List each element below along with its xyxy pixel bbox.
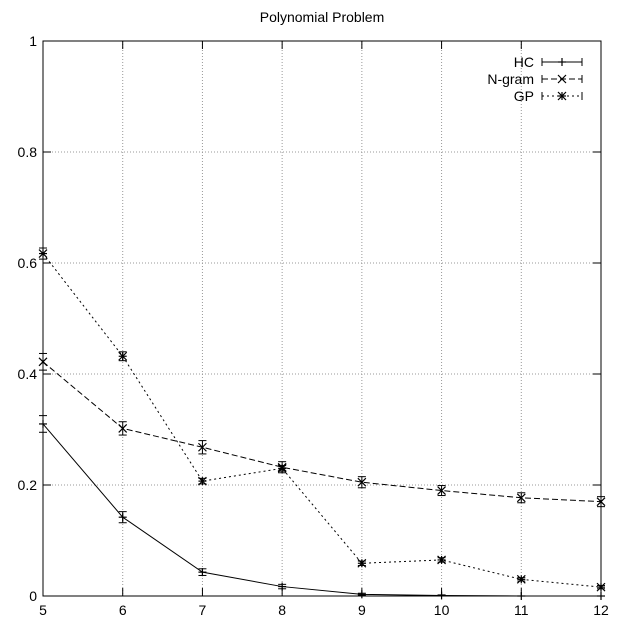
y-tick-label: 0 bbox=[29, 588, 37, 604]
data-point bbox=[357, 590, 366, 599]
data-point bbox=[198, 476, 207, 486]
x-tick-label: 11 bbox=[514, 602, 529, 618]
marker-stroke bbox=[38, 357, 48, 367]
marker-stroke bbox=[38, 249, 48, 258]
plot-axes: 5 6 7 8 9 10 11 12 0 0.2 0.4 0.6 0.8 1 bbox=[18, 33, 609, 618]
y-tick-label: 0.6 bbox=[18, 255, 38, 271]
series-gp bbox=[38, 247, 606, 592]
marker-stroke bbox=[557, 74, 567, 84]
legend-item: GP bbox=[514, 88, 583, 104]
marker-stroke bbox=[357, 477, 367, 487]
data-point bbox=[278, 582, 287, 591]
marker-stroke bbox=[437, 486, 446, 495]
x-tick-label: 12 bbox=[593, 602, 609, 618]
data-point bbox=[357, 477, 367, 487]
marker-stroke bbox=[198, 442, 207, 452]
series-n-gram bbox=[38, 352, 606, 508]
x-tick-label: 8 bbox=[278, 602, 286, 618]
y-tick-label: 1 bbox=[29, 33, 37, 49]
legend-marker bbox=[557, 74, 567, 84]
data-point bbox=[516, 574, 526, 584]
x-tick-label: 10 bbox=[434, 602, 450, 618]
marker-stroke bbox=[516, 493, 526, 503]
data-point bbox=[198, 568, 207, 577]
data-point bbox=[437, 555, 446, 565]
data-point bbox=[437, 591, 446, 600]
series-hc bbox=[39, 415, 605, 600]
y-tick-label: 0.2 bbox=[18, 477, 38, 493]
legend-label: GP bbox=[514, 88, 534, 104]
y-tick-label: 0.8 bbox=[18, 144, 38, 160]
marker-stroke bbox=[357, 558, 367, 568]
legend-label: HC bbox=[514, 54, 534, 70]
x-tick-label: 6 bbox=[119, 602, 127, 618]
marker-stroke bbox=[437, 555, 446, 565]
series-layer bbox=[38, 247, 606, 600]
marker-stroke bbox=[557, 91, 567, 101]
marker-stroke bbox=[118, 351, 128, 361]
legend-label: N-gram bbox=[487, 71, 534, 87]
data-point bbox=[39, 419, 47, 428]
data-point bbox=[118, 423, 128, 433]
plot-frame bbox=[42, 40, 602, 597]
data-point bbox=[277, 463, 287, 473]
grid-lines bbox=[43, 41, 601, 596]
data-point bbox=[517, 592, 526, 600]
y-tick-label: 0.4 bbox=[18, 366, 38, 382]
x-tick-label: 9 bbox=[358, 602, 366, 618]
marker-stroke bbox=[277, 463, 287, 473]
series-line bbox=[42, 361, 602, 503]
data-point bbox=[516, 493, 526, 503]
marker-stroke bbox=[118, 423, 128, 433]
legend-marker bbox=[557, 91, 567, 101]
data-point bbox=[596, 497, 606, 507]
marker-stroke bbox=[596, 497, 606, 507]
series-line bbox=[42, 253, 602, 588]
data-point bbox=[198, 442, 207, 452]
data-point bbox=[38, 249, 48, 258]
data-point bbox=[118, 351, 128, 361]
marker-stroke bbox=[198, 476, 207, 486]
x-tick-label: 5 bbox=[39, 602, 47, 618]
data-point bbox=[597, 592, 605, 600]
x-tick-label: 7 bbox=[199, 602, 207, 618]
legend-marker bbox=[558, 58, 566, 66]
legend-item: HC bbox=[514, 54, 583, 70]
chart-title: Polynomial Problem bbox=[260, 9, 385, 25]
data-point bbox=[596, 582, 606, 592]
data-point bbox=[437, 486, 446, 495]
marker-stroke bbox=[516, 574, 526, 584]
data-point bbox=[118, 513, 127, 522]
legend-item: N-gram bbox=[487, 71, 583, 87]
data-point bbox=[357, 558, 367, 568]
series-line bbox=[42, 423, 601, 597]
marker-stroke bbox=[596, 582, 606, 592]
data-point bbox=[38, 357, 48, 367]
